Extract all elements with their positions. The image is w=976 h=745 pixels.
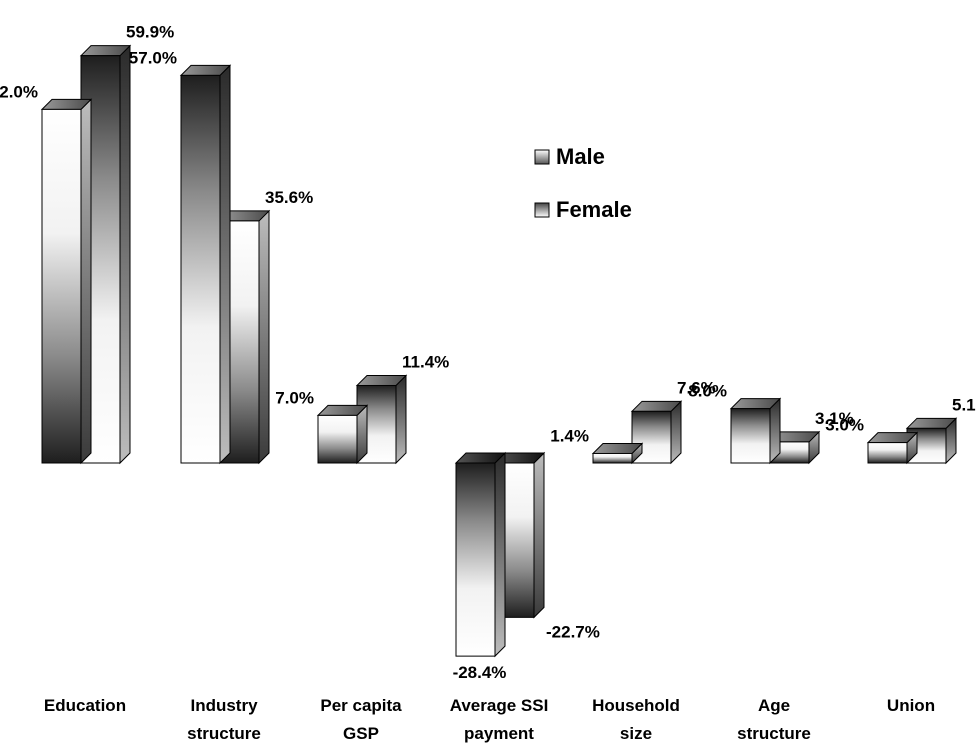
bar-male [729, 397, 782, 465]
data-label-male: 57.0% [129, 48, 177, 67]
data-label-male: -28.4% [453, 663, 507, 682]
bar-front-face [41, 108, 82, 464]
data-label-female: 59.9% [126, 23, 174, 42]
bar-male [179, 64, 232, 465]
bar-male [866, 431, 919, 465]
data-label-male: 7.0% [275, 388, 314, 407]
legend-swatch [534, 149, 550, 165]
bar-side-face [219, 64, 231, 465]
legend-item-male: Male [534, 144, 605, 169]
category-label: structure [187, 724, 261, 743]
bar-side-face [494, 451, 506, 658]
category-label: size [620, 724, 652, 743]
bar-male [454, 451, 507, 658]
bar-male [40, 98, 93, 465]
category-label: GSP [343, 724, 379, 743]
category-label: Per capita [320, 696, 402, 715]
category-label: Union [887, 696, 935, 715]
data-label-male: 1.4% [550, 426, 589, 445]
category-label: Household [592, 696, 680, 715]
legend-item-female: Female [534, 197, 632, 222]
data-label-female: 11.4% [402, 352, 449, 371]
bar-front-face [455, 462, 496, 657]
bar-side-face [769, 397, 781, 465]
bars-layer [40, 44, 958, 658]
category-label: payment [464, 724, 534, 743]
legend-swatch [534, 202, 550, 218]
bar-side-face [670, 400, 682, 465]
category-label: Education [44, 696, 126, 715]
bar-side-face [533, 451, 545, 619]
bar-front-face [180, 74, 221, 464]
bar-front-face [317, 414, 358, 464]
legend-label: Female [556, 197, 632, 222]
data-label-male: 52.0% [0, 82, 38, 101]
data-label-male: 8.0% [688, 382, 727, 401]
data-label-female: 3.1% [815, 409, 854, 428]
category-label: Average SSI [450, 696, 549, 715]
bar-front-face [867, 442, 908, 464]
data-label-female: -22.7% [546, 622, 600, 641]
bar-side-face [119, 44, 131, 465]
bar-front-face [592, 452, 633, 464]
data-label-female: 5.1% [952, 395, 976, 414]
bar-front-face [730, 408, 771, 464]
legend: Male Female [534, 144, 632, 222]
bar-side-face [80, 98, 92, 465]
bar-side-face [395, 374, 407, 465]
category-label: structure [737, 724, 811, 743]
bar-side-face [258, 209, 270, 465]
legend-label: Male [556, 144, 605, 169]
data-label-female: 35.6% [265, 188, 313, 207]
data-label-female: 7.6% [677, 378, 716, 397]
labels-layer: 52.0% 59.9% 57.0% 35.6% 7.0% 11.4% -28.4% -22.7… [0, 23, 976, 682]
bar-male [591, 442, 644, 465]
category-label: Industry [190, 696, 258, 715]
bar-male [316, 404, 369, 465]
category-axis-labels: Education Industry structure Per capita GSP A… [44, 696, 935, 743]
category-label: Age [758, 696, 790, 715]
data-label-male: 3.0% [825, 416, 864, 435]
